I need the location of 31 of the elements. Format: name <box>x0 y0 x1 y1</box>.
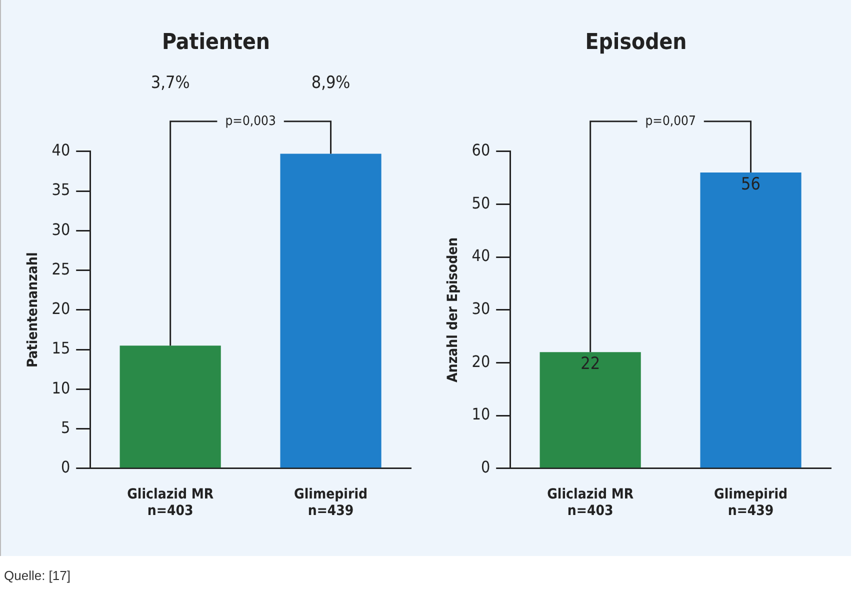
x-tick-label: Gliclazid MR n=403 <box>547 486 634 520</box>
y-tick-label: 20 <box>52 299 70 318</box>
y-tick-label: 35 <box>52 180 70 200</box>
source-note: Quelle: [17] <box>4 568 70 583</box>
y-tick-label: 15 <box>52 338 70 358</box>
y-tick-label: 25 <box>52 259 70 278</box>
x-tick-label: Glimepirid n=439 <box>714 486 788 520</box>
y-tick-label: 5 <box>60 418 70 437</box>
data-label: 22 <box>580 354 600 374</box>
y-tick-label: 20 <box>472 352 490 371</box>
y-tick-label: 40 <box>52 140 70 160</box>
y-tick-label: 50 <box>472 193 490 212</box>
text: 8,9% <box>311 72 350 93</box>
chart-title: Patienten <box>162 30 270 55</box>
x-tick-label: Gliclazid MR n=403 <box>127 486 214 520</box>
y-tick-label: 10 <box>52 378 70 398</box>
y-tick-label: 10 <box>472 404 490 424</box>
y-tick-label: 0 <box>60 458 70 477</box>
x-tick-label: Glimepirid n=439 <box>294 486 368 520</box>
chart-title: Episoden <box>585 30 687 55</box>
y-axis-title: Anzahl der Episoden <box>445 237 462 382</box>
y-tick-label: 40 <box>472 246 490 266</box>
text: 3,7% <box>150 72 190 93</box>
y-axis-title: Patientenanzahl <box>25 252 42 368</box>
data-label: 56 <box>741 174 761 194</box>
y-tick-label: 30 <box>52 220 70 239</box>
annotation: p=0,003 <box>225 114 276 129</box>
y-tick-label: 30 <box>472 299 490 318</box>
y-tick-label: 0 <box>480 458 490 477</box>
y-tick-label: 60 <box>472 140 490 160</box>
annotation: p=0,007 <box>645 114 696 129</box>
